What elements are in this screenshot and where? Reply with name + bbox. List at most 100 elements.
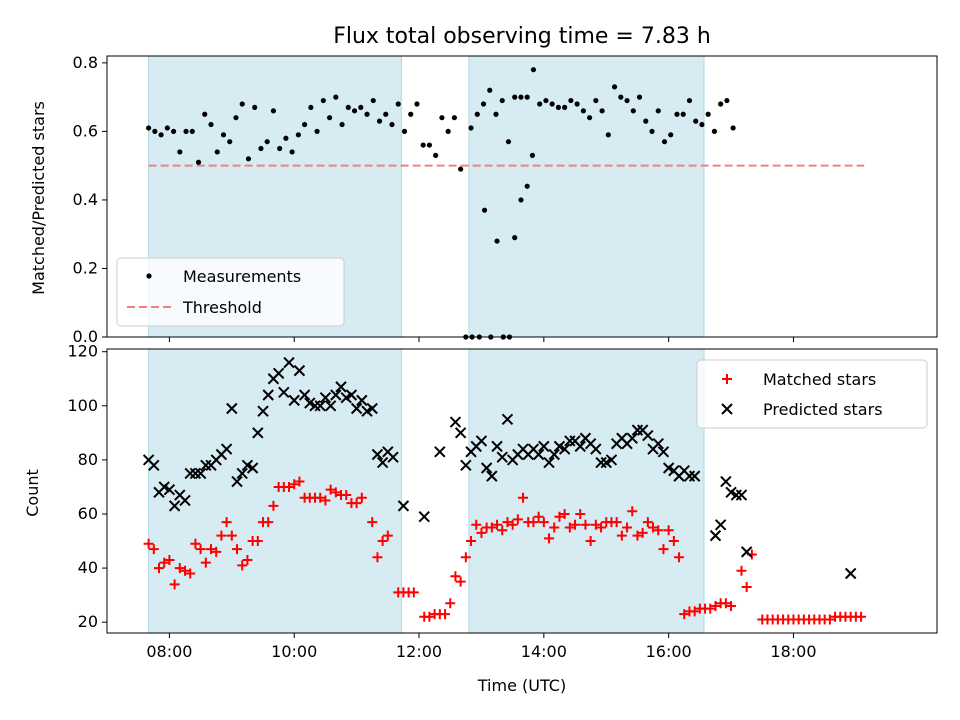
matched-star-point bbox=[169, 579, 180, 590]
measurement-point bbox=[146, 125, 152, 131]
measurement-point bbox=[451, 115, 457, 121]
predicted-star-point bbox=[376, 456, 389, 469]
top-y-axis-label: Matched/Predicted stars bbox=[29, 101, 48, 295]
matched-star-point bbox=[377, 536, 388, 547]
predicted-star-point bbox=[657, 446, 670, 458]
y-tick-label: 0.8 bbox=[73, 53, 98, 72]
matched-star-point bbox=[330, 487, 341, 498]
predicted-star-point bbox=[319, 391, 332, 404]
predicted-star-point bbox=[194, 467, 207, 480]
predicted-star-point bbox=[246, 462, 259, 474]
matched-star-point bbox=[325, 484, 336, 495]
matched-star-point bbox=[221, 517, 232, 528]
matched-star-point bbox=[622, 522, 633, 533]
measurement-point bbox=[252, 104, 258, 111]
measurement-point bbox=[493, 111, 499, 117]
measurement-point bbox=[370, 97, 376, 104]
predicted-star-point bbox=[548, 448, 560, 461]
measurement-point bbox=[445, 128, 451, 134]
measurement-point bbox=[580, 108, 586, 114]
matched-star-point bbox=[596, 522, 607, 533]
predicted-star-point bbox=[574, 440, 586, 453]
matched-star-point bbox=[824, 614, 835, 625]
measurement-point bbox=[389, 121, 395, 128]
x-tick-label: 18:00 bbox=[770, 642, 816, 661]
legend-threshold-label: Threshold bbox=[182, 298, 262, 317]
matched-star-point bbox=[642, 517, 653, 528]
measurement-point bbox=[711, 128, 718, 134]
predicted-star-point bbox=[538, 440, 550, 453]
matched-star-point bbox=[741, 582, 752, 593]
matched-star-point bbox=[195, 544, 206, 555]
matched-star-point bbox=[518, 492, 529, 503]
predicted-star-point bbox=[293, 364, 306, 377]
predicted-star-point bbox=[480, 462, 493, 474]
measurement-point bbox=[326, 115, 333, 121]
matched-star-point bbox=[674, 552, 685, 563]
matched-star-point bbox=[507, 519, 518, 530]
matched-star-point bbox=[185, 568, 196, 579]
measurement-point bbox=[345, 104, 351, 111]
bottom-panel: 20 40 60 80 100 120 08:00 10:00 12:00 14:00 16:00 1… bbox=[67, 342, 938, 661]
predicted-star-point bbox=[642, 429, 654, 442]
y-tick-label: 0.0 bbox=[73, 327, 98, 346]
measurement-point bbox=[245, 156, 252, 162]
shaded-band-2 bbox=[468, 348, 705, 634]
matched-star-point bbox=[570, 519, 581, 530]
matched-star-point bbox=[720, 598, 731, 609]
matched-star-point bbox=[736, 565, 747, 576]
predicted-star-point bbox=[288, 394, 300, 407]
predicted-star-point bbox=[231, 475, 243, 488]
matched-star-point bbox=[232, 544, 243, 555]
measurement-point bbox=[220, 132, 227, 138]
predicted-star-point bbox=[200, 459, 212, 472]
predicted-star-point bbox=[226, 402, 238, 415]
predicted-star-point bbox=[252, 427, 264, 439]
matched-star-point bbox=[148, 544, 159, 555]
measurement-point bbox=[587, 115, 593, 121]
predicted-star-point bbox=[262, 389, 274, 401]
matched-star-point bbox=[450, 571, 461, 582]
matched-star-point bbox=[268, 500, 279, 511]
measurement-point bbox=[481, 207, 488, 213]
legend-predicted-marker bbox=[721, 403, 733, 415]
matched-star-point bbox=[564, 522, 575, 533]
measurement-point bbox=[718, 101, 724, 107]
measurement-point bbox=[202, 111, 208, 117]
measurement-point bbox=[283, 135, 289, 141]
measurement-point bbox=[599, 108, 605, 114]
matched-star-point bbox=[653, 525, 664, 536]
matched-star-point bbox=[668, 536, 679, 547]
measurement-point bbox=[414, 101, 420, 107]
measurement-point bbox=[227, 139, 233, 145]
measurement-point bbox=[158, 132, 164, 138]
measurement-point bbox=[264, 139, 270, 145]
y-tick-label: 0.2 bbox=[73, 258, 98, 277]
predicted-star-point bbox=[168, 500, 181, 512]
matched-star-point bbox=[632, 530, 643, 541]
predicted-star-point bbox=[324, 400, 337, 412]
predicted-star-point bbox=[720, 475, 732, 488]
matched-star-point bbox=[351, 498, 362, 509]
measurement-point bbox=[376, 118, 383, 124]
measurement-point bbox=[624, 97, 630, 104]
matched-star-point bbox=[492, 519, 503, 530]
matched-star-point bbox=[497, 525, 508, 536]
measurement-point bbox=[195, 159, 202, 165]
measurement-point bbox=[189, 128, 195, 134]
measurement-point bbox=[233, 115, 239, 121]
measurement-point bbox=[524, 183, 530, 189]
x-tick-label: 14:00 bbox=[521, 642, 567, 661]
legend-matched-label: Matched stars bbox=[763, 370, 876, 389]
matched-star-point bbox=[471, 519, 482, 530]
predicted-star-point bbox=[387, 451, 399, 463]
matched-star-point bbox=[382, 530, 393, 541]
measurement-point bbox=[555, 104, 562, 111]
predicted-star-point bbox=[714, 519, 727, 531]
measurement-point bbox=[537, 101, 543, 107]
predicted-star-point bbox=[314, 400, 326, 412]
measurement-point bbox=[302, 121, 308, 128]
matched-star-point bbox=[180, 565, 191, 576]
measurement-point bbox=[177, 149, 183, 155]
